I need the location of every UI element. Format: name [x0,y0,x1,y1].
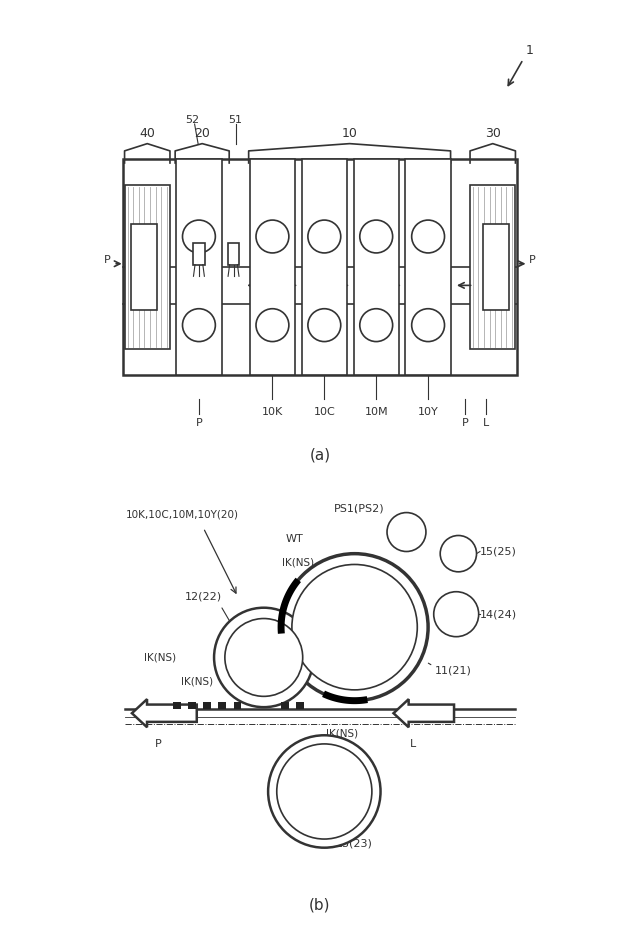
Text: 10K,10C,10M,10Y(20): 10K,10C,10M,10Y(20) [125,509,239,520]
Circle shape [268,735,381,848]
Bar [234,701,241,710]
Bar [218,701,226,710]
Circle shape [256,220,289,253]
Circle shape [225,619,303,697]
Circle shape [434,591,479,636]
Circle shape [182,220,215,253]
Text: 13: 13 [422,343,435,353]
Text: 10K: 10K [262,407,283,417]
Circle shape [308,308,340,341]
Bar [281,701,289,710]
Circle shape [182,308,215,341]
Text: 13: 13 [266,343,279,353]
Bar [250,159,295,375]
Circle shape [256,308,289,341]
Text: 52: 52 [186,115,200,125]
Text: 20: 20 [194,127,210,140]
Bar [405,159,451,375]
Bar [193,243,205,265]
Circle shape [276,744,372,839]
Text: 12: 12 [266,218,279,227]
Text: 22: 22 [192,218,205,227]
Text: 12(22): 12(22) [185,592,222,602]
Text: 13: 13 [317,343,331,353]
Bar [470,184,515,349]
Text: 1: 1 [525,44,533,57]
Text: PS1(PS2): PS1(PS2) [333,503,384,513]
Text: 12: 12 [369,218,383,227]
Circle shape [292,564,417,690]
Text: 12: 12 [422,218,435,227]
Text: 23: 23 [192,343,205,353]
Bar [301,159,347,375]
Text: (a): (a) [309,447,331,462]
Text: IK(NS): IK(NS) [180,676,213,686]
Text: 30: 30 [485,127,500,140]
Bar [353,159,399,375]
Text: 13: 13 [369,343,383,353]
Bar [204,701,211,710]
Circle shape [412,220,445,253]
Text: 12: 12 [317,218,331,227]
Text: 15(25): 15(25) [480,546,517,556]
Text: IK(NS): IK(NS) [326,728,358,738]
Circle shape [308,220,340,253]
Text: L: L [410,739,416,749]
Bar [125,184,170,349]
Bar [228,243,239,265]
Text: 13(23): 13(23) [336,838,373,849]
Bar [296,701,304,710]
Text: (b): (b) [309,898,331,913]
Bar [173,701,180,710]
Text: 10M: 10M [364,407,388,417]
Text: 51: 51 [228,115,243,125]
Text: 10: 10 [342,127,358,140]
Text: 10C: 10C [314,407,335,417]
Text: P: P [461,418,468,428]
Text: L: L [483,418,490,428]
Bar [131,224,157,310]
Text: 11(21): 11(21) [435,666,472,676]
Bar [188,701,196,710]
Text: P: P [196,418,202,428]
Circle shape [281,554,428,700]
FancyArrow shape [394,699,454,728]
Circle shape [214,607,314,707]
Text: WT: WT [285,534,303,543]
Circle shape [387,512,426,552]
Text: P: P [154,739,161,749]
Bar [483,224,509,310]
Circle shape [440,536,477,572]
Text: 10Y: 10Y [418,407,438,417]
Text: IK(NS): IK(NS) [144,652,176,663]
Bar [176,159,221,375]
Text: P: P [529,256,536,265]
Text: 40: 40 [140,127,155,140]
Text: P: P [104,256,111,265]
Text: IK(NS): IK(NS) [282,557,314,568]
Circle shape [412,308,445,341]
Circle shape [360,220,393,253]
FancyArrow shape [132,699,196,728]
Text: 14(24): 14(24) [480,609,517,619]
Circle shape [360,308,393,341]
Bar [124,159,516,375]
